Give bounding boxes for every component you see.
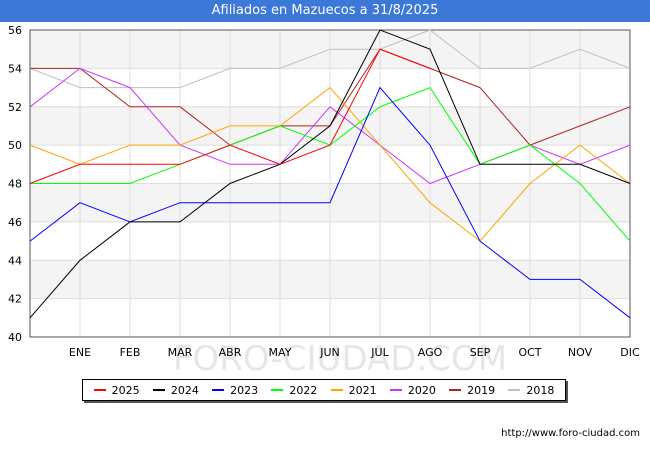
x-tick-label: JUN (319, 346, 340, 359)
legend-item-2022: 2022 (271, 384, 317, 397)
y-tick-label: 54 (8, 62, 22, 75)
x-tick-label: ABR (219, 346, 242, 359)
legend-item-2018: 2018 (508, 384, 554, 397)
x-tick-label: DIC (620, 346, 640, 359)
y-tick-label: 44 (8, 254, 22, 267)
series-line-2021 (29, 86, 631, 242)
legend-swatch (212, 389, 225, 391)
legend-label: 2018 (526, 383, 555, 397)
legend-item-2021: 2021 (330, 383, 377, 397)
chart-legend: 2025 2024 2023 2022 2021 2020 2019 2018 (82, 379, 566, 401)
chart-title: Afiliados en Mazuecos a 31/8/2025 (0, 0, 650, 22)
x-tick-label: FEB (120, 346, 141, 359)
y-tick-label: 42 (8, 293, 22, 306)
legend-item-2024: 2024 (152, 383, 199, 397)
x-tick-label: NOV (568, 346, 593, 359)
legend-label: 2020 (407, 383, 436, 397)
x-tick-label: SEP (470, 346, 491, 359)
legend-label: 2019 (467, 383, 496, 397)
legend-label: 2021 (348, 383, 377, 397)
legend-label: 2023 (230, 383, 259, 397)
y-tick-label: 48 (8, 178, 22, 191)
legend-label: 2022 (289, 383, 318, 397)
legend-item-2019: 2019 (449, 384, 495, 397)
x-tick-label: OCT (518, 346, 541, 359)
y-tick-label: 56 (8, 24, 22, 37)
x-tick-label: ENE (69, 346, 91, 359)
legend-label: 2025 (111, 383, 140, 397)
y-tick-label: 46 (8, 216, 22, 229)
x-tick-label: AGO (418, 346, 443, 359)
y-tick-label: 40 (8, 331, 22, 344)
legend-swatch (271, 389, 284, 391)
series-line-2025 (29, 48, 431, 184)
legend-item-2023: 2023 (212, 384, 258, 397)
source-credit: http://www.foro-ciudad.com (501, 428, 640, 439)
legend-swatch (93, 389, 106, 391)
watermark: FORO-CIUDAD.COM (173, 339, 507, 379)
legend-item-2020: 2020 (389, 383, 436, 397)
legend-swatch (449, 389, 462, 391)
legend-swatch (152, 389, 165, 391)
x-tick-label: MAR (168, 346, 193, 359)
x-tick-label: JUL (370, 346, 389, 359)
legend-item-2025: 2025 (93, 383, 140, 397)
legend-label: 2024 (170, 383, 199, 397)
legend-swatch (389, 389, 402, 391)
y-tick-label: 50 (8, 139, 22, 152)
legend-swatch (330, 389, 343, 391)
y-tick-label: 52 (8, 101, 22, 114)
series-line-2024 (29, 29, 631, 319)
x-tick-label: MAY (269, 346, 292, 359)
legend-swatch (508, 389, 521, 391)
